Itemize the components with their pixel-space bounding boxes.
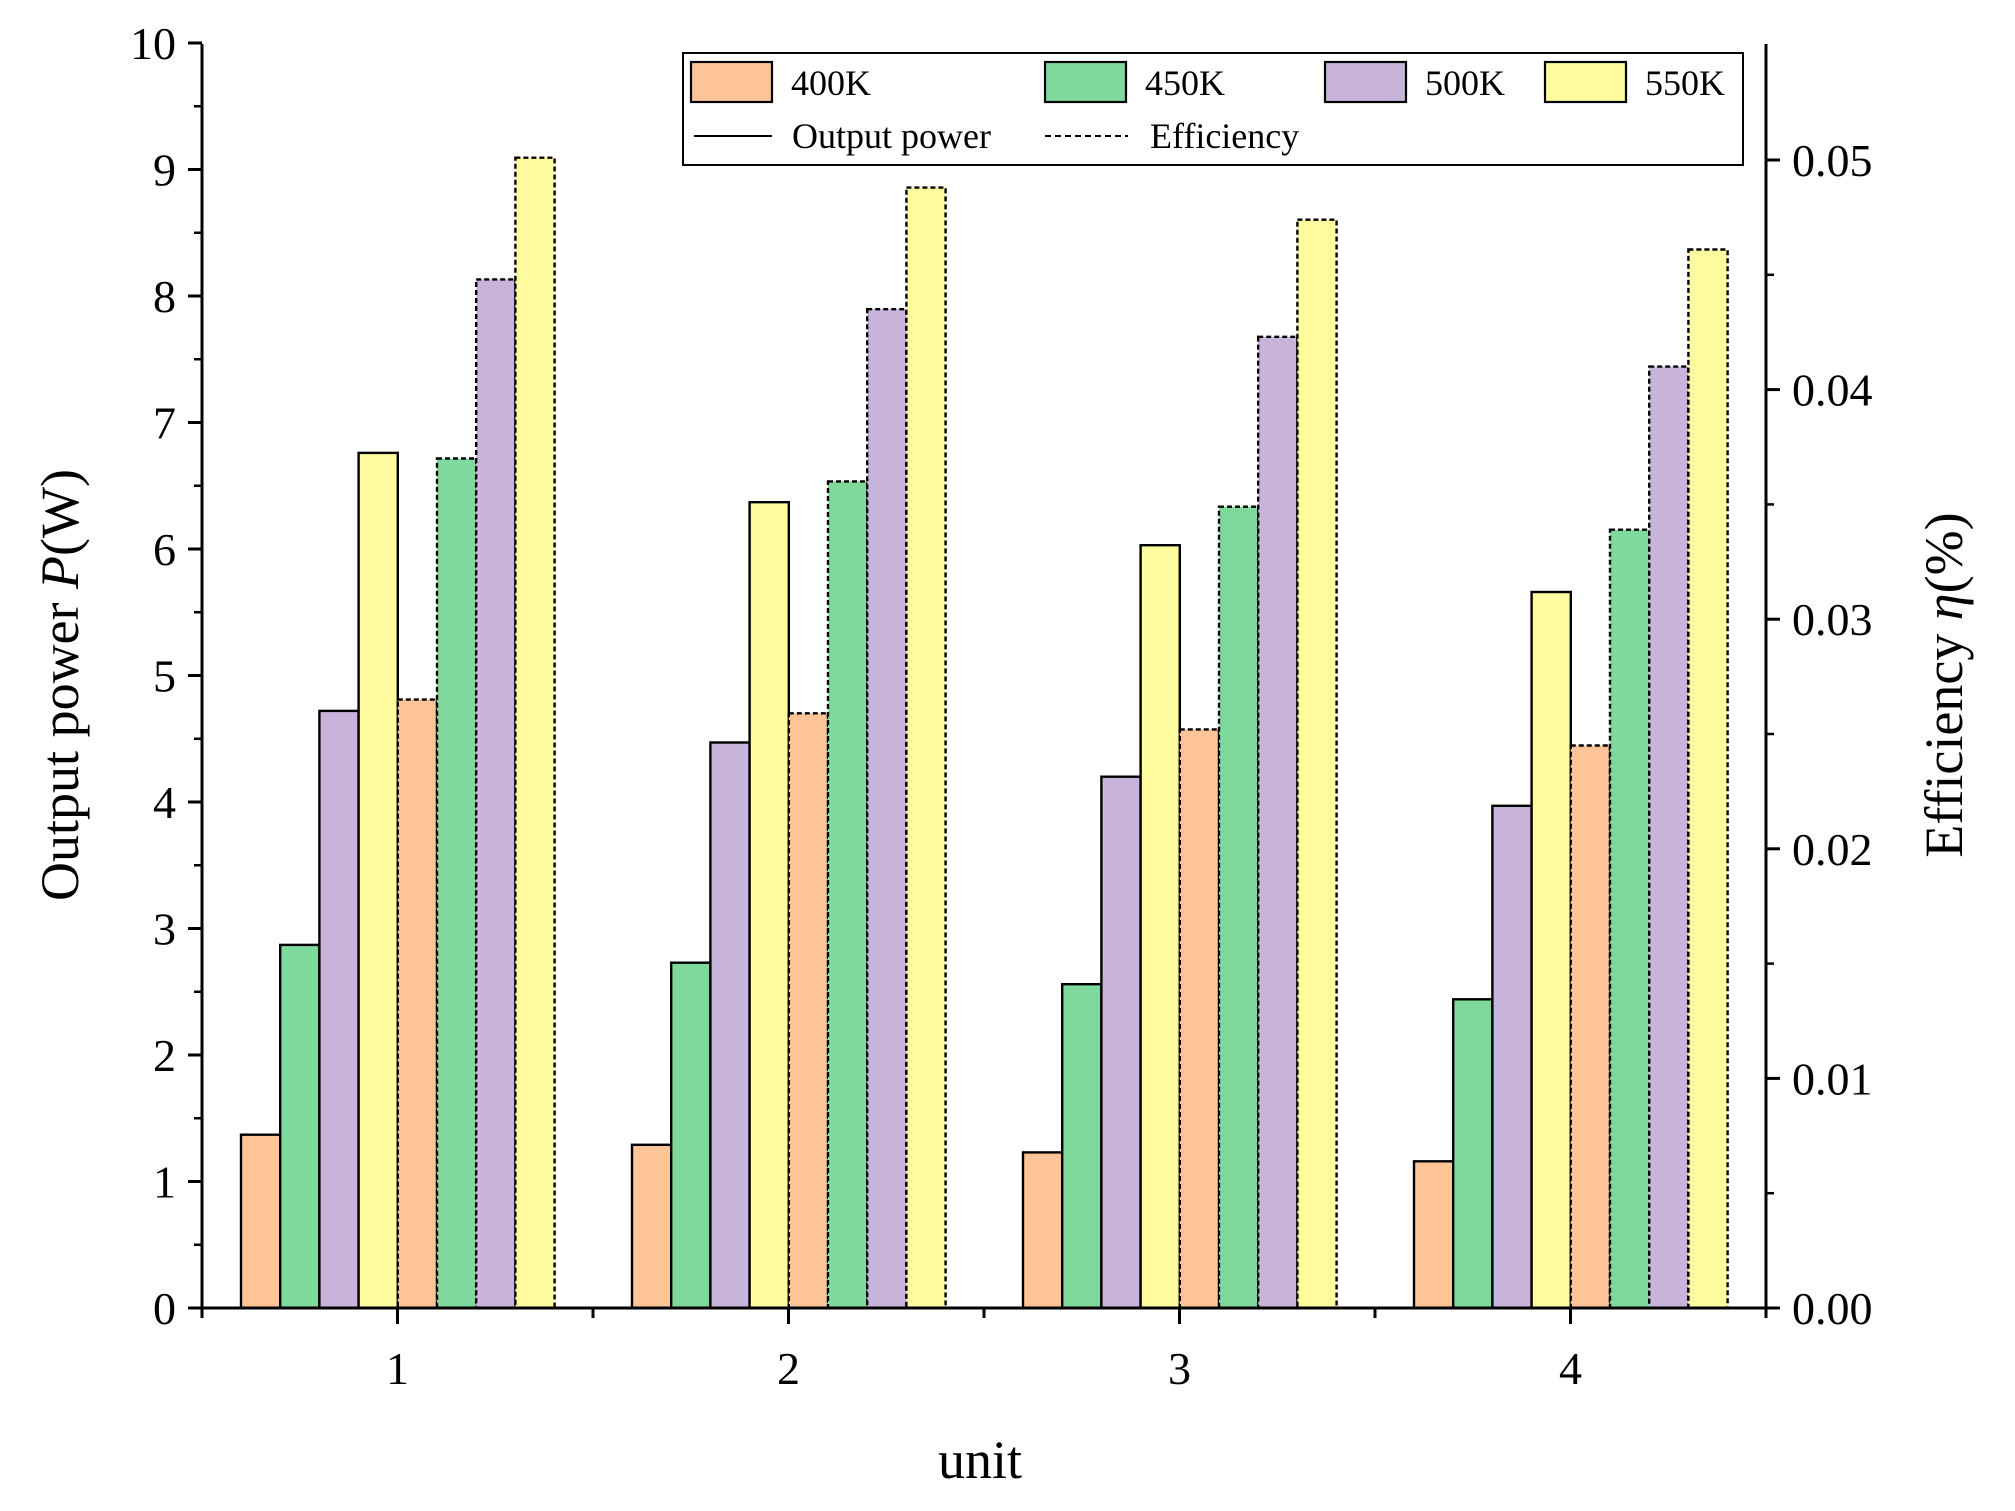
right-y-tick-label: 0.05 xyxy=(1792,135,1873,186)
bar-550K-efficiency-unit-1 xyxy=(514,156,556,1310)
right-y-tick-label: 0.04 xyxy=(1792,365,1873,416)
axes-layer: 0 1 2 3 4 5 6 7 8 9 10 0.00 0.01 0.02 0.03 0.04 0.05 1 2 3 4 xyxy=(130,18,1873,1394)
bar-550K-efficiency-unit-2 xyxy=(905,186,947,1310)
bar-400K-efficiency-unit-3 xyxy=(1178,728,1221,1310)
bar-400K-power-unit-3 xyxy=(1021,1151,1064,1310)
legend-label-500K: 500K xyxy=(1425,63,1505,103)
bar-500K-efficiency-unit-4 xyxy=(1647,365,1690,1310)
bar-450K-efficiency-unit-2 xyxy=(826,480,869,1310)
legend-label-efficiency: Efficiency xyxy=(1150,116,1299,156)
bar-550K-efficiency-unit-3 xyxy=(1296,218,1338,1310)
bar-550K-power-unit-4 xyxy=(1530,590,1572,1310)
left-y-tick-label: 1 xyxy=(153,1157,176,1208)
x-tick-label-3: 3 xyxy=(1168,1343,1191,1394)
right-y-tick-label: 0.03 xyxy=(1792,594,1873,645)
bar-550K-power-unit-1 xyxy=(357,451,400,1310)
legend-swatch-550K xyxy=(1543,60,1628,104)
x-tick-label-1: 1 xyxy=(386,1343,409,1394)
x-axis-title: unit xyxy=(938,1430,1022,1490)
left-y-axis-title-symbol: P xyxy=(30,556,90,590)
bar-550K-power-unit-2 xyxy=(748,501,790,1310)
legend-swatch-500K xyxy=(1323,60,1408,104)
bar-400K-efficiency-unit-4 xyxy=(1569,744,1612,1310)
bar-500K-efficiency-unit-3 xyxy=(1256,335,1299,1310)
bar-450K-power-unit-2 xyxy=(670,961,712,1310)
bar-550K-power-unit-3 xyxy=(1139,544,1181,1310)
bar-400K-power-unit-4 xyxy=(1412,1160,1455,1310)
bar-500K-power-unit-1 xyxy=(318,709,360,1310)
bar-400K-power-unit-1 xyxy=(239,1133,282,1310)
bar-450K-power-unit-1 xyxy=(279,943,321,1310)
legend-label-550K: 550K xyxy=(1645,63,1725,103)
right-y-axis-title-main: Efficiency xyxy=(1914,620,1974,857)
legend: 400K 450K 500K 550K Output power Efficiency xyxy=(682,52,1744,166)
right-y-tick-label: 0.02 xyxy=(1792,824,1873,875)
right-y-axis-title: Efficiency η(%) xyxy=(1914,512,1974,857)
bar-400K-efficiency-unit-2 xyxy=(787,712,830,1310)
x-tick-label-4: 4 xyxy=(1559,1343,1582,1394)
legend-label-400K: 400K xyxy=(791,63,871,103)
right-y-axis-title-unit: (%) xyxy=(1914,512,1974,593)
x-tick-label-2: 2 xyxy=(777,1343,800,1394)
bar-500K-power-unit-3 xyxy=(1100,775,1142,1310)
bar-500K-efficiency-unit-2 xyxy=(866,308,908,1310)
bar-400K-power-unit-2 xyxy=(630,1143,673,1310)
left-y-tick-label: 3 xyxy=(153,904,176,955)
left-y-tick-label: 10 xyxy=(130,18,176,69)
left-y-axis-title-unit: (W) xyxy=(30,469,90,556)
legend-label-450K: 450K xyxy=(1145,63,1225,103)
legend-label-output-power: Output power xyxy=(792,116,991,156)
bar-450K-power-unit-3 xyxy=(1060,983,1103,1310)
right-y-axis-title-symbol: η xyxy=(1914,593,1974,620)
left-y-tick-label: 0 xyxy=(153,1283,176,1334)
left-y-tick-label: 7 xyxy=(153,398,176,449)
bar-550K-efficiency-unit-4 xyxy=(1687,248,1729,1310)
bar-500K-efficiency-unit-1 xyxy=(475,278,517,1310)
left-y-tick-label: 8 xyxy=(153,271,176,322)
left-y-axis-title-main: Output power xyxy=(30,589,90,901)
bars-layer xyxy=(239,156,1729,1310)
bar-500K-power-unit-4 xyxy=(1491,804,1533,1310)
left-y-axis-title: Output power P(W) xyxy=(30,469,90,901)
left-y-tick-label: 5 xyxy=(153,651,176,702)
left-y-tick-label: 6 xyxy=(153,524,176,575)
bar-450K-efficiency-unit-4 xyxy=(1608,528,1651,1310)
right-y-tick-label: 0.00 xyxy=(1792,1283,1873,1334)
bar-450K-power-unit-4 xyxy=(1451,998,1494,1310)
right-y-tick-label: 0.01 xyxy=(1792,1053,1873,1104)
bar-450K-efficiency-unit-1 xyxy=(435,457,478,1310)
bar-500K-power-unit-2 xyxy=(709,741,751,1310)
bar-400K-efficiency-unit-1 xyxy=(396,698,439,1310)
legend-swatch-450K xyxy=(1043,60,1128,104)
left-y-tick-label: 9 xyxy=(153,145,176,196)
legend-swatch-400K xyxy=(689,60,774,104)
left-y-tick-label: 4 xyxy=(153,777,176,828)
bar-450K-efficiency-unit-3 xyxy=(1217,505,1260,1310)
left-y-tick-label: 2 xyxy=(153,1030,176,1081)
